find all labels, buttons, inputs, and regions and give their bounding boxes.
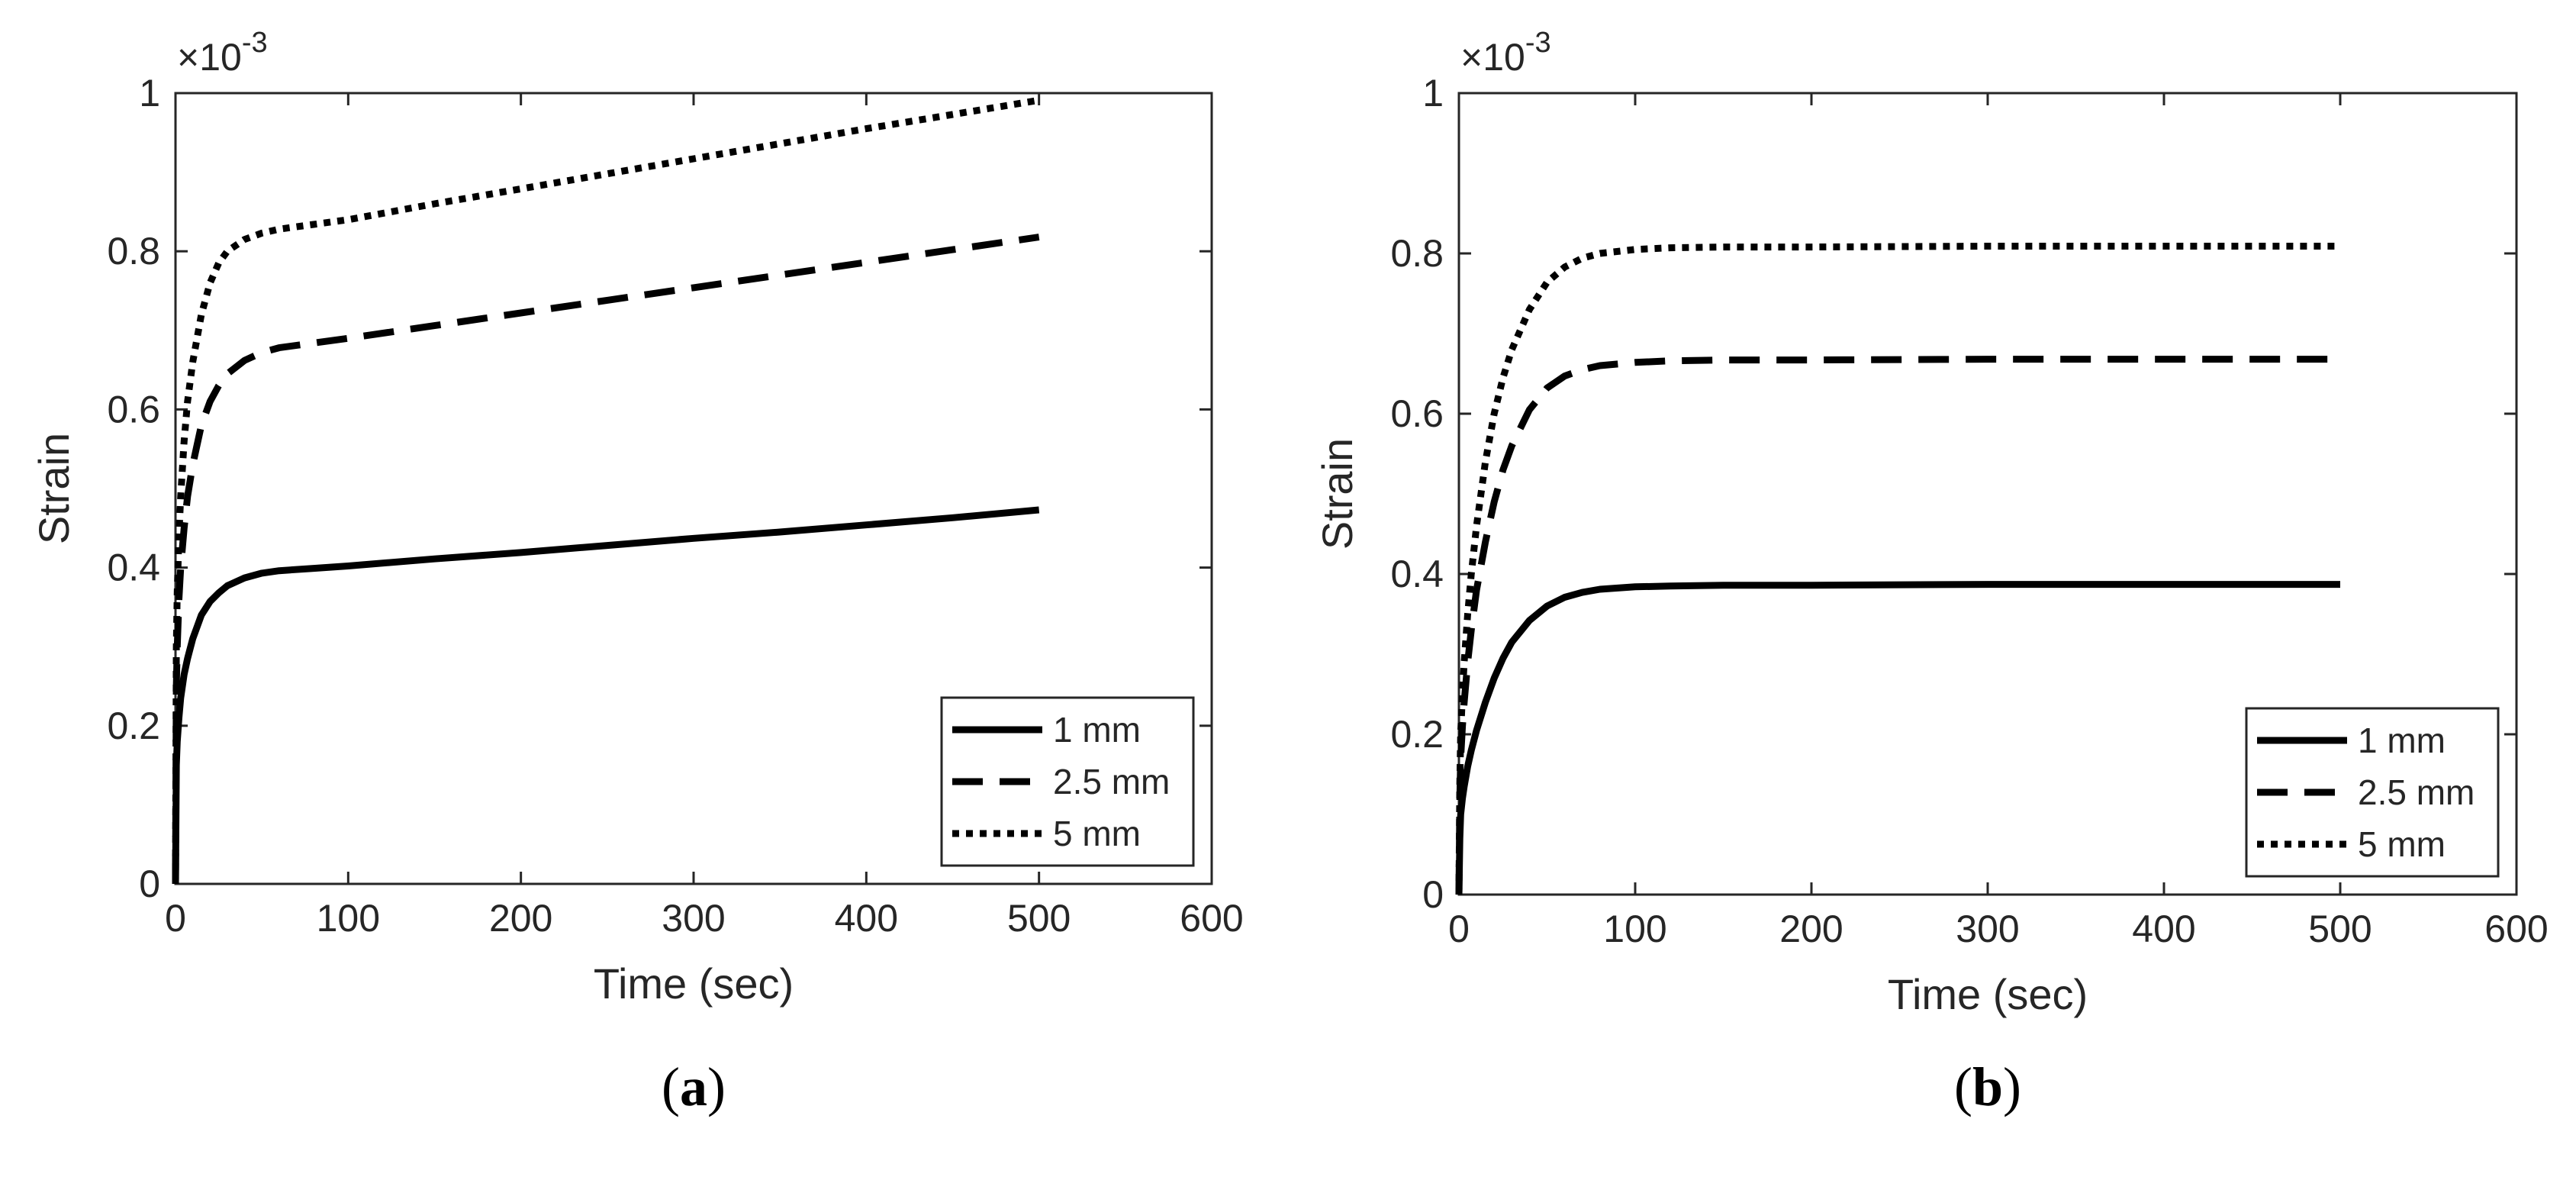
x-tick-label: 300 [1956,908,2019,950]
y-tick-label: 0 [1422,873,1444,916]
y-tick-label: 0.6 [1390,392,1444,435]
x-tick-label: 500 [2308,908,2372,950]
series-line-dotted [1455,243,2340,895]
caption-close: ) [2003,1056,2021,1117]
x-tick-label: 0 [165,897,186,940]
y-exponent-base: ×10 [177,36,242,79]
y-tick-label: 0.8 [1390,232,1444,275]
x-tick-label: 500 [1007,897,1071,940]
x-tick-label: 400 [835,897,898,940]
panel-b: 0 100 200 300 400 500 600 0 0.2 0.4 0.6 0.8 1 ×10-3 Ti… [1313,27,2549,1117]
x-tick-label: 100 [317,897,380,940]
series-line-solid [172,506,1040,885]
y-tick-label: 0.8 [107,230,160,272]
series-line-dotted [172,96,1040,885]
caption-open: ( [662,1056,680,1117]
y-exponent-power: -3 [242,27,268,59]
x-tick-label: 400 [2132,908,2195,950]
x-tick-label: 0 [1448,908,1470,950]
y-tick-label: 1 [1422,72,1444,114]
x-tick-label: 200 [489,897,552,940]
y-exponent-label: ×10-3 [1460,27,1551,79]
panel-a: 0 100 200 300 400 500 600 0 0.2 0.4 0.6 0.8 1 ×10-3 Ti… [30,27,1244,1117]
caption-close: ) [707,1056,726,1117]
y-tick-label: 0.2 [107,705,160,747]
panel-caption: (a) [662,1056,726,1117]
x-axis-label: Time (sec) [1888,970,2088,1018]
x-tick-label: 100 [1603,908,1666,950]
x-tick-label: 600 [2484,908,2548,950]
legend-entry-label: 1 mm [2358,721,2446,760]
panel-caption: (b) [1954,1056,2021,1117]
legend-entry-label: 5 mm [2358,824,2446,864]
caption-open: ( [1954,1056,1972,1117]
legend-box [2245,707,2500,878]
y-tick-label: 0.4 [1390,553,1444,595]
y-axis-label: Strain [1313,438,1361,550]
y-tick-label: 0 [139,863,160,905]
caption-letter: b [1972,1056,2003,1117]
x-tick-label: 200 [1779,908,1843,950]
x-tick-label: 300 [662,897,725,940]
x-axis-label: Time (sec) [594,959,794,1008]
y-tick-label: 0.6 [107,388,160,430]
y-tick-label: 0.2 [1390,713,1444,756]
y-tick-label: 1 [139,72,160,114]
y-exponent-power: -3 [1525,27,1551,59]
series-line-dashed [1455,356,2340,895]
y-exponent-label: ×10-3 [177,27,268,79]
legend-entry-label: 2.5 mm [2358,772,2475,812]
legend-entry-label: 2.5 mm [1053,762,1170,801]
y-axis-label: Strain [30,433,78,544]
x-tick-label: 600 [1180,897,1243,940]
legend-entry-label: 5 mm [1053,814,1141,853]
legend-box [940,696,1195,867]
legend-entry-label: 1 mm [1053,710,1141,750]
caption-letter: a [680,1056,707,1117]
y-tick-label: 0.4 [107,547,160,589]
series-line-solid [1455,581,2340,895]
y-exponent-base: ×10 [1460,36,1525,79]
series-line-dashed [172,234,1040,885]
